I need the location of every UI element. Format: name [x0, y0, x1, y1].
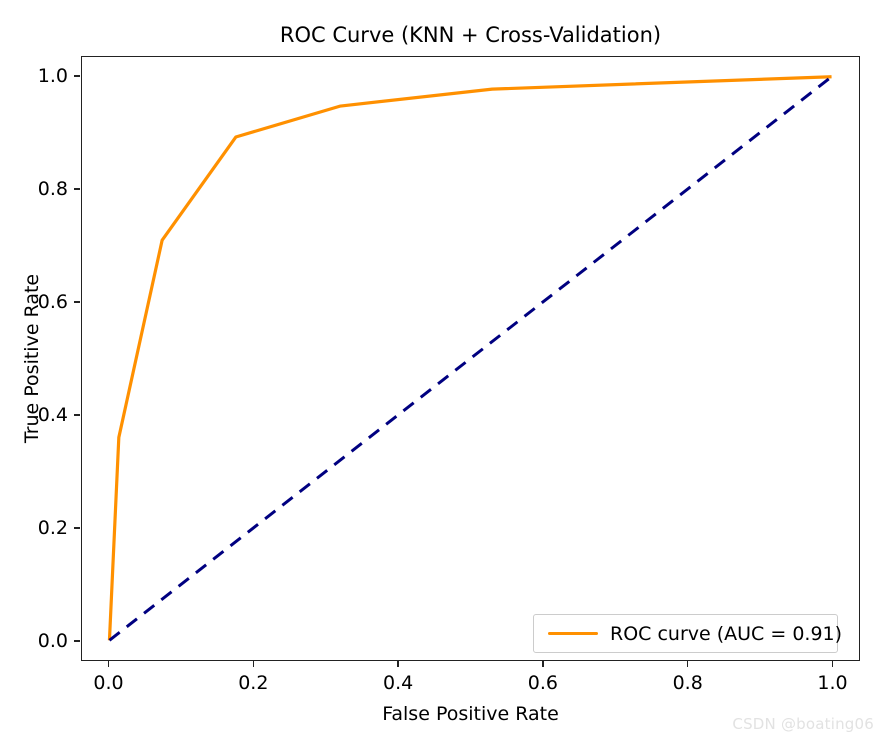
legend: ROC curve (AUC = 0.91) [533, 614, 842, 653]
y-tick-label: 1.0 [37, 64, 68, 87]
legend-line-swatch-roc [548, 631, 598, 636]
x-tick-label: 1.0 [817, 672, 848, 694]
x-tick-label: 0.4 [382, 672, 414, 694]
x-tick-mark [542, 661, 544, 667]
plot-area [81, 56, 860, 661]
y-tick-label: 0.4 [37, 404, 68, 427]
x-tick-mark [252, 661, 255, 667]
series-group [107, 75, 833, 642]
y-tick-label: 0.2 [37, 517, 68, 540]
chart-title: ROC Curve (KNN + Cross-Validation) [279, 23, 662, 47]
x-axis-label: False Positive Rate [382, 703, 559, 725]
y-tick-mark [74, 527, 80, 529]
y-tick-mark [74, 640, 80, 642]
plot-svg [107, 75, 833, 642]
watermark: CSDN @boating06 [732, 715, 874, 733]
x-tick-label: 0.0 [93, 672, 124, 694]
x-tick-mark [686, 661, 689, 667]
legend-swatch-wrapper [544, 631, 602, 636]
y-tick-label: 0.0 [37, 630, 68, 653]
y-tick-label: 0.8 [37, 177, 68, 200]
x-tick-mark [831, 661, 834, 667]
y-tick-mark [74, 188, 80, 190]
x-tick-mark [397, 661, 399, 667]
x-tick-label: 0.8 [672, 672, 703, 694]
series-line-0 [107, 75, 832, 641]
legend-label-roc: ROC curve (AUC = 0.91) [610, 622, 843, 645]
y-axis-label: True Positive Rate [21, 273, 43, 444]
y-tick-mark [74, 414, 80, 416]
y-tick-mark [74, 301, 80, 303]
y-tick-mark [74, 74, 80, 77]
y-tick-label: 0.6 [37, 290, 68, 313]
x-tick-label: 0.2 [238, 672, 269, 694]
x-tick-label: 0.6 [527, 672, 558, 694]
x-tick-mark [107, 661, 110, 667]
